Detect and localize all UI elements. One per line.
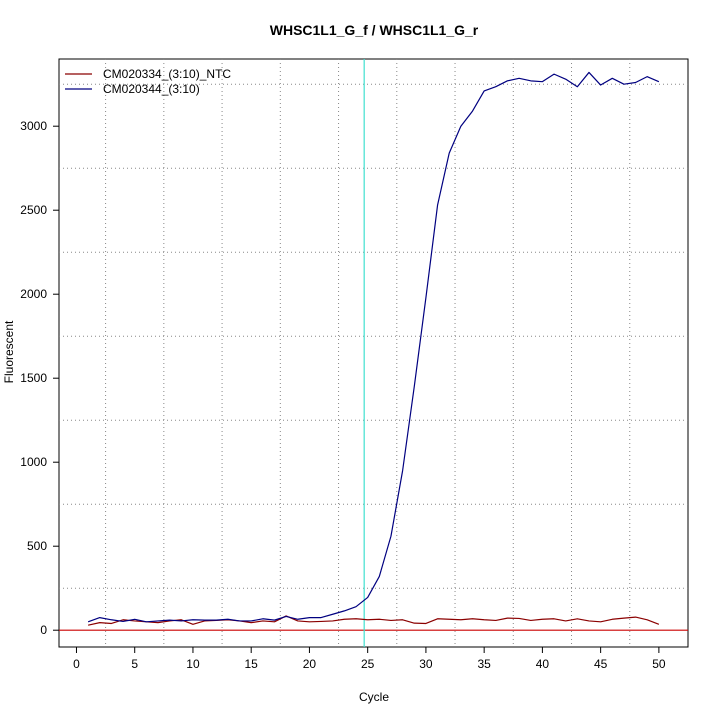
x-axis: 0 5 10 15 20 25 30 35 40 45 50 [73, 647, 666, 671]
grid-lines [59, 59, 688, 647]
x-tick-label: 0 [73, 657, 80, 671]
x-axis-label: Cycle [359, 690, 389, 704]
x-tick-label: 15 [245, 657, 259, 671]
plot-area-frame [58, 58, 689, 648]
y-tick-label: 1500 [20, 371, 47, 385]
chart-title: WHSC1L1_G_f / WHSC1L1_G_r [270, 22, 479, 38]
legend-label-2: CM020344_(3:10) [103, 82, 200, 96]
x-tick-label: 10 [186, 657, 200, 671]
x-tick-label: 40 [536, 657, 550, 671]
y-tick-label: 1000 [20, 455, 47, 469]
x-tick-label: 35 [477, 657, 491, 671]
y-tick-label: 3000 [20, 119, 47, 133]
legend-label-1: CM020334_(3:10)_NTC [103, 67, 231, 81]
y-tick-label: 500 [27, 539, 47, 553]
x-tick-label: 30 [419, 657, 433, 671]
y-tick-label: 2000 [20, 287, 47, 301]
x-tick-label: 45 [594, 657, 608, 671]
series-line-2 [87, 71, 660, 623]
y-tick-label: 2500 [20, 203, 47, 217]
y-axis-label: Fluorescent [2, 320, 16, 383]
y-axis: 0 500 1000 1500 2000 2500 3000 [20, 119, 59, 637]
x-tick-label: 5 [131, 657, 138, 671]
y-tick-label: 0 [40, 623, 47, 637]
x-tick-label: 20 [303, 657, 317, 671]
series-lines [59, 59, 688, 647]
x-tick-label: 50 [652, 657, 666, 671]
x-tick-label: 25 [361, 657, 375, 671]
